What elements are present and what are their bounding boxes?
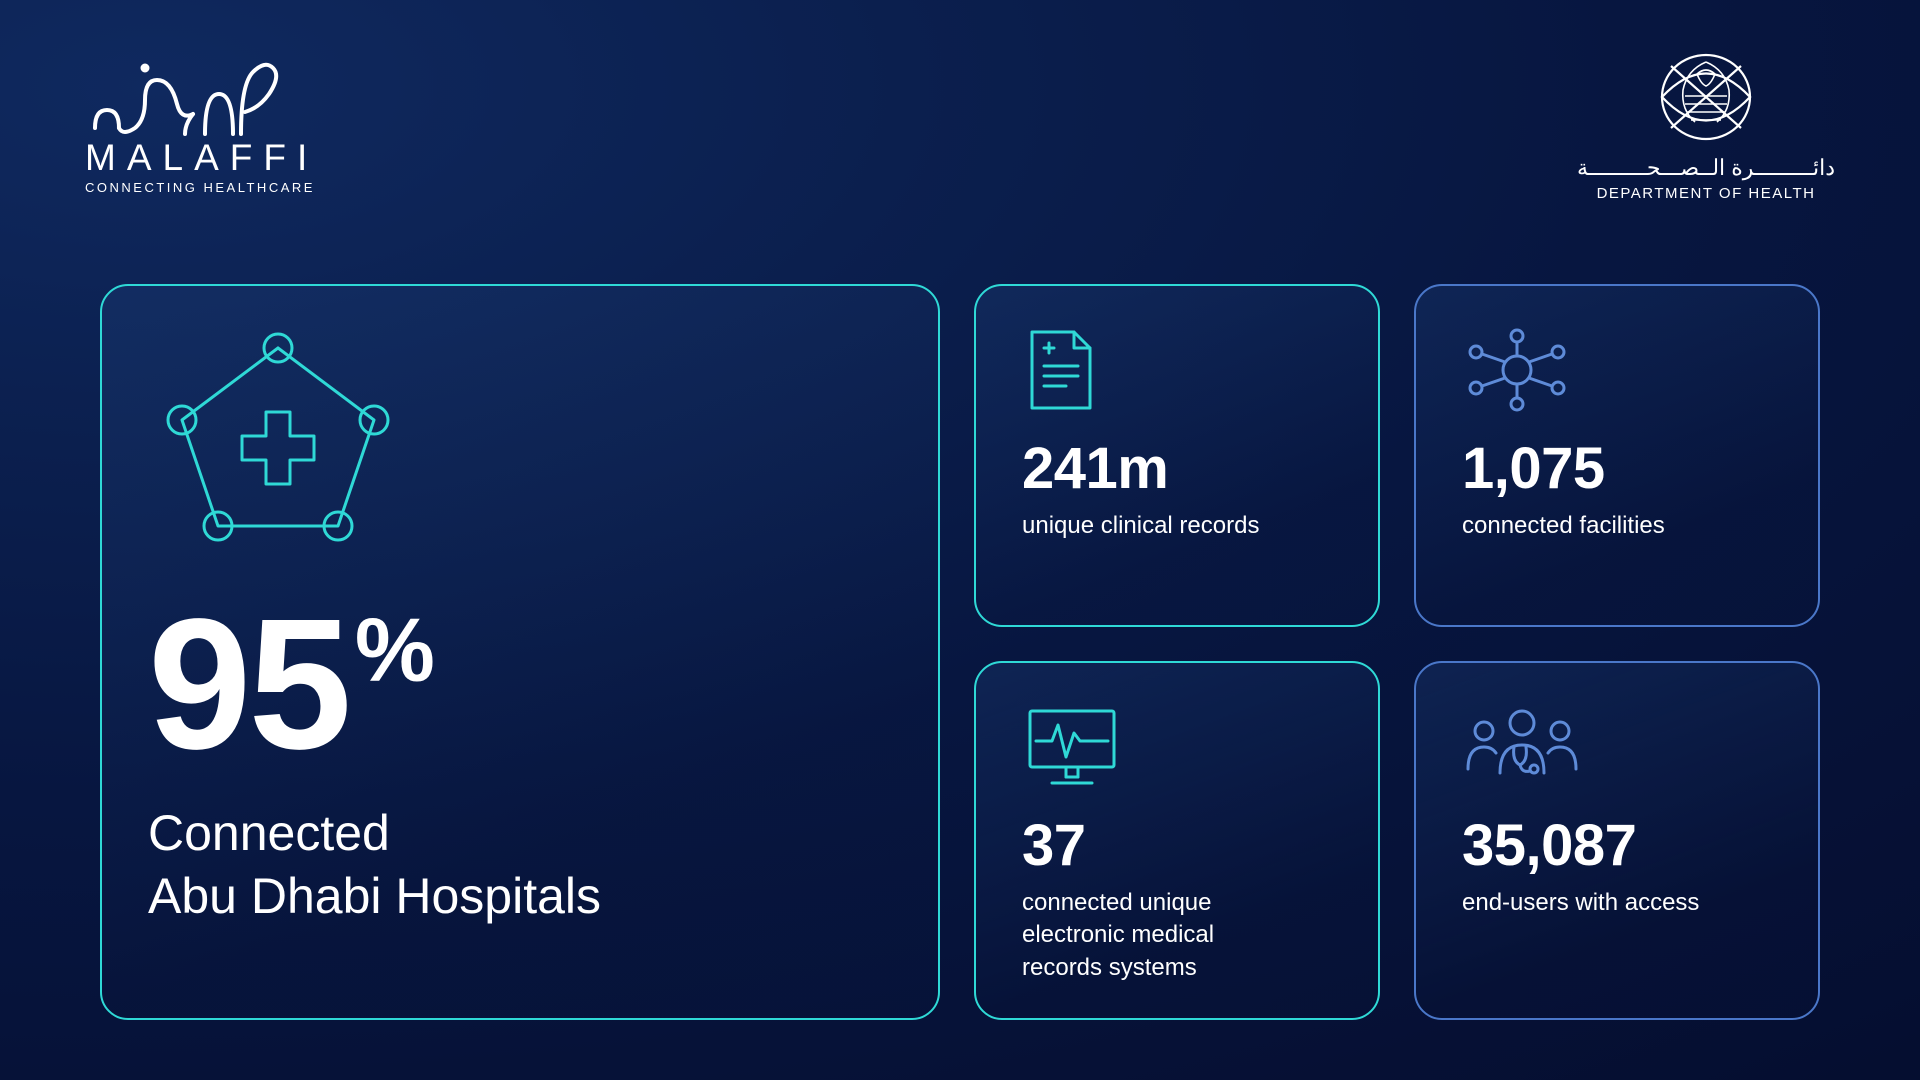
card-users: 35,087 end-users with access	[1414, 661, 1820, 1020]
card-records: 241m unique clinical records	[974, 284, 1380, 627]
hero-label: Connected Abu Dhabi Hospitals	[148, 802, 892, 927]
ecg-monitor-icon	[1022, 703, 1332, 791]
dept-logo: دائـــــــــرة الــصـــحـــــــــة DEPAR…	[1577, 50, 1835, 202]
hero-card: 95 % Connected Abu Dhabi Hospitals	[100, 284, 940, 1020]
header: MALAFFI CONNECTING HEALTHCARE دائـــــــ…	[85, 50, 1835, 220]
brand-name: MALAFFI	[85, 139, 318, 176]
hero-stat-value: 95	[148, 592, 349, 778]
hero-stat: 95 %	[148, 592, 892, 778]
clinicians-icon	[1462, 703, 1772, 791]
card-facilities: 1,075 connected facilities	[1414, 284, 1820, 627]
card-facilities-label: connected facilities	[1462, 510, 1722, 542]
card-users-value: 35,087	[1462, 817, 1772, 875]
dept-name-ar: دائـــــــــرة الــصـــحـــــــــة	[1577, 155, 1835, 181]
brand-script-icon	[85, 50, 295, 145]
hero-stat-suffix: %	[355, 606, 432, 696]
card-emr-value: 37	[1022, 817, 1332, 875]
stats-grid: 95 % Connected Abu Dhabi Hospitals 241m …	[100, 284, 1820, 1020]
card-emr-label: connected unique electronic medical reco…	[1022, 887, 1282, 984]
card-facilities-value: 1,075	[1462, 440, 1772, 498]
card-records-value: 241m	[1022, 440, 1332, 498]
card-users-label: end-users with access	[1462, 887, 1722, 919]
medical-network-icon	[148, 326, 892, 546]
network-nodes-icon	[1462, 326, 1772, 414]
card-emr: 37 connected unique electronic medical r…	[974, 661, 1380, 1020]
dept-name-en: DEPARTMENT OF HEALTH	[1577, 185, 1835, 202]
brand-tagline: CONNECTING HEALTHCARE	[85, 180, 318, 195]
document-plus-icon	[1022, 326, 1332, 414]
crest-icon	[1651, 50, 1761, 145]
card-records-label: unique clinical records	[1022, 510, 1282, 542]
brand-logo: MALAFFI CONNECTING HEALTHCARE	[85, 50, 318, 195]
